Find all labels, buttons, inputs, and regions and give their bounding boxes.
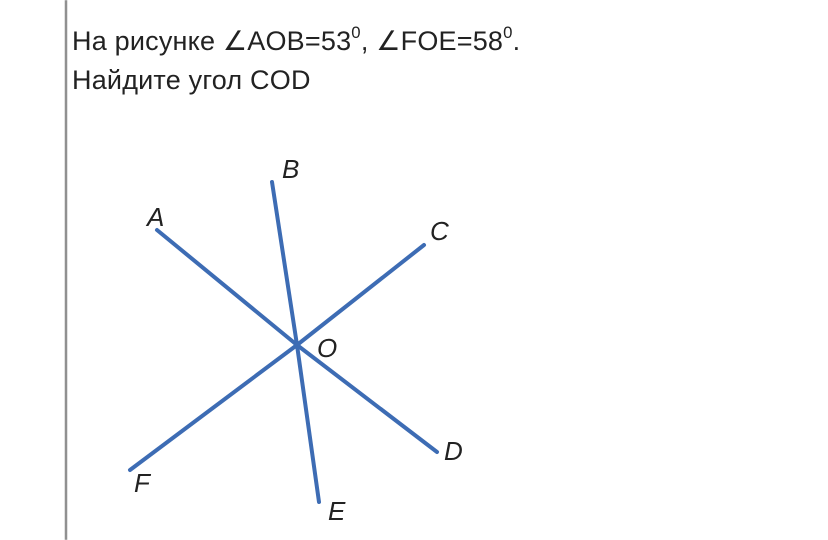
- degree-superscript: 0: [351, 23, 361, 42]
- problem-frame: { "text": { "line1_parts": { "p0": "На р…: [0, 0, 828, 540]
- angle-symbol-icon: ∠: [376, 26, 400, 56]
- text-fragment: ,: [361, 26, 376, 56]
- text-fragment: FOE=58: [401, 26, 504, 56]
- text-fragment: .: [513, 26, 521, 56]
- point-label-F: F: [134, 468, 152, 498]
- degree-superscript: 0: [503, 23, 513, 42]
- ray-E: [297, 345, 319, 502]
- ray-C: [297, 245, 424, 345]
- labels-group: A B C D E F O: [134, 154, 463, 526]
- problem-statement: На рисунке ∠AOB=530, ∠FOE=580. Найдите у…: [72, 22, 792, 100]
- ray-B: [272, 182, 297, 345]
- text-fragment: На рисунке: [72, 26, 223, 56]
- rays-group: [130, 182, 437, 502]
- ray-F: [130, 345, 297, 470]
- center-point: [294, 342, 300, 348]
- angle-symbol-icon: ∠: [223, 26, 247, 56]
- vertical-separator: [65, 0, 67, 540]
- point-label-C: C: [430, 216, 449, 246]
- point-label-A: A: [145, 202, 164, 232]
- point-label-E: E: [328, 496, 346, 526]
- text-fragment: Найдите угол COD: [72, 65, 311, 95]
- geometry-figure: A B C D E F O: [72, 120, 492, 540]
- ray-A: [157, 230, 297, 345]
- text-fragment: AOB=53: [247, 26, 351, 56]
- point-label-D: D: [444, 436, 463, 466]
- point-label-B: B: [282, 154, 299, 184]
- point-label-O: O: [317, 333, 337, 363]
- figure-svg: A B C D E F O: [72, 120, 492, 540]
